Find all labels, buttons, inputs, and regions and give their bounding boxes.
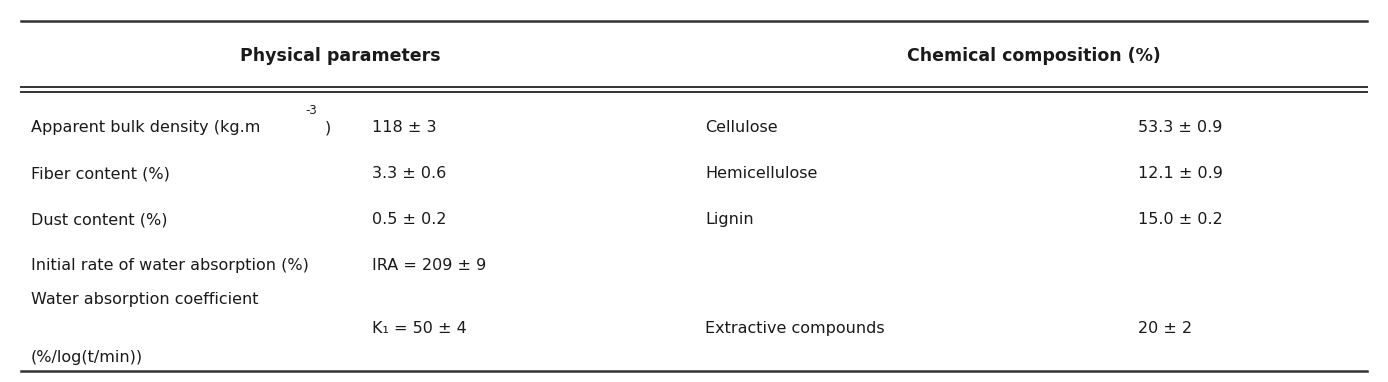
- Text: Hemicellulose: Hemicellulose: [705, 166, 818, 181]
- Text: Apparent bulk density (kg.m: Apparent bulk density (kg.m: [31, 120, 260, 136]
- Text: Fiber content (%): Fiber content (%): [31, 166, 169, 181]
- Text: Extractive compounds: Extractive compounds: [705, 321, 884, 336]
- Text: ): ): [325, 120, 332, 136]
- Text: Physical parameters: Physical parameters: [240, 47, 440, 65]
- Text: Lignin: Lignin: [705, 212, 754, 227]
- Text: 0.5 ± 0.2: 0.5 ± 0.2: [372, 212, 447, 227]
- Text: (%/log(t/min)): (%/log(t/min)): [31, 350, 143, 365]
- Text: IRA = 209 ± 9: IRA = 209 ± 9: [372, 258, 486, 273]
- Text: Cellulose: Cellulose: [705, 120, 777, 136]
- Text: Initial rate of water absorption (%): Initial rate of water absorption (%): [31, 258, 308, 273]
- Text: 118 ± 3: 118 ± 3: [372, 120, 436, 136]
- Text: 53.3 ± 0.9: 53.3 ± 0.9: [1138, 120, 1223, 136]
- Text: 3.3 ± 0.6: 3.3 ± 0.6: [372, 166, 446, 181]
- Text: Chemical composition (%): Chemical composition (%): [908, 47, 1160, 65]
- Text: Dust content (%): Dust content (%): [31, 212, 167, 227]
- Text: 15.0 ± 0.2: 15.0 ± 0.2: [1138, 212, 1223, 227]
- Text: 20 ± 2: 20 ± 2: [1138, 321, 1192, 336]
- Text: 12.1 ± 0.9: 12.1 ± 0.9: [1138, 166, 1223, 181]
- Text: Water absorption coefficient: Water absorption coefficient: [31, 292, 258, 308]
- Text: K₁ = 50 ± 4: K₁ = 50 ± 4: [372, 321, 466, 336]
- Text: -3: -3: [305, 104, 316, 117]
